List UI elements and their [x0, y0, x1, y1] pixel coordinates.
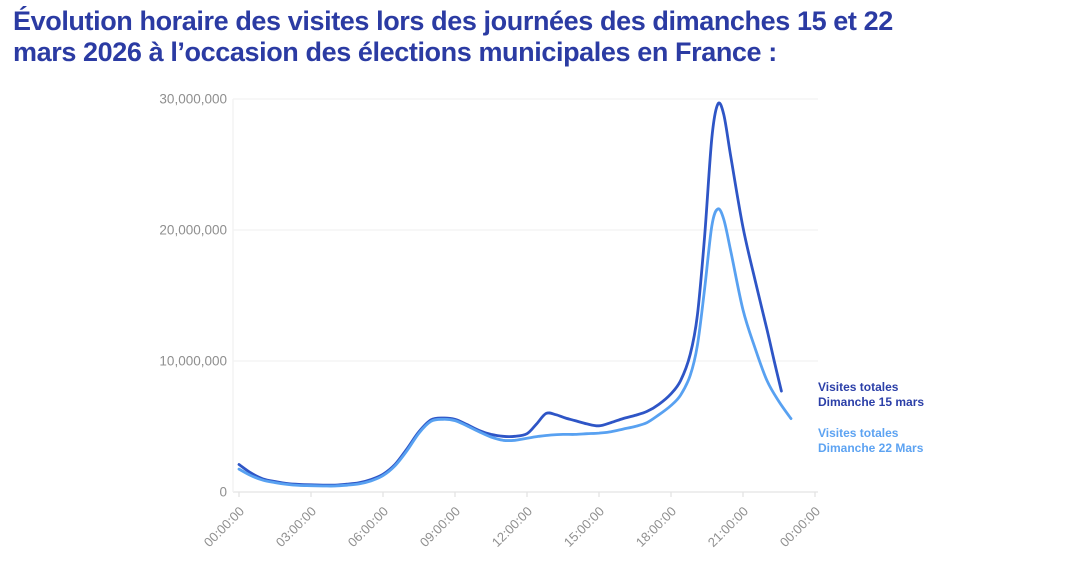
legend-item-22-mars: Visites totales Dimanche 22 Mars [818, 426, 923, 455]
page-title-line1: Évolution horaire des visites lors des j… [13, 6, 893, 36]
x-tick-label-4: 12:00:00 [489, 504, 535, 550]
y-tick-label-0: 0 [219, 485, 227, 500]
x-tick-label-6: 18:00:00 [633, 504, 679, 550]
y-tick-label-3: 30,000,000 [159, 92, 227, 107]
page-title-line2: mars 2026 à l’occasion des élections mun… [13, 37, 777, 67]
legend-22-line2: Dimanche 22 Mars [818, 440, 924, 455]
legend-15-line1: Visites totales [818, 380, 899, 394]
legend-22-line1: Visites totales [818, 426, 899, 440]
x-tick-label-3: 09:00:00 [417, 504, 463, 550]
x-tick-label-1: 03:00:00 [273, 504, 319, 550]
legend-item-15-mars: Visites totales Dimanche 15 mars [818, 380, 924, 409]
x-tick-label-7: 21:00:00 [705, 504, 751, 550]
series-line-15-mars[interactable] [237, 101, 783, 487]
y-tick-label-2: 20,000,000 [159, 223, 227, 238]
legend-15-line2: Dimanche 15 mars [818, 394, 925, 409]
x-tick-label-8: 00:00:00 [777, 504, 823, 550]
y-tick-label-1: 10,000,000 [159, 354, 227, 369]
x-tick-label-2: 06:00:00 [345, 504, 391, 550]
x-tick-label-5: 15:00:00 [561, 504, 607, 550]
series-line-22-mars[interactable] [237, 207, 793, 488]
x-tick-label-0: 00:00:00 [201, 504, 247, 550]
page-title: Évolution horaire des visites lors des j… [13, 6, 1071, 68]
